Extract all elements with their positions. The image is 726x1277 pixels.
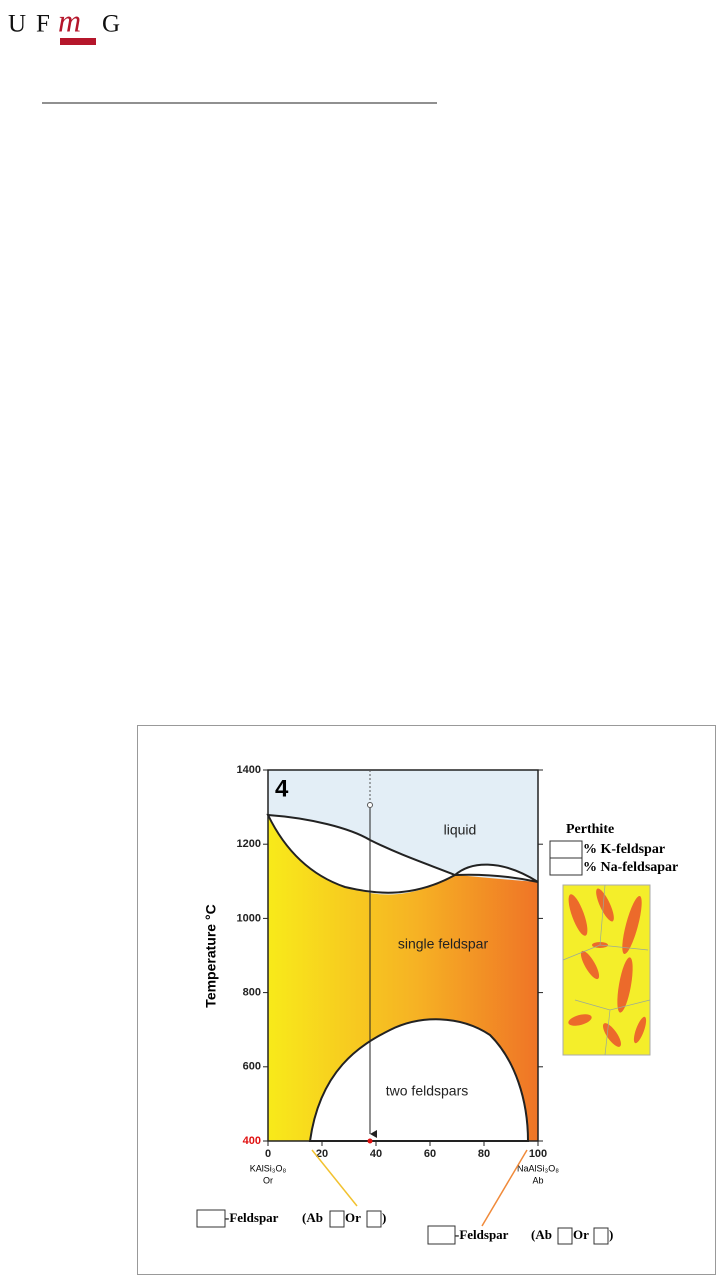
caption-text: Or — [573, 1227, 589, 1242]
phase-diagram: 4 liquid single feldspar two feldspars T… — [203, 764, 560, 1185]
ticks: 400 600 800 1000 1200 1400 0 20 40 60 80 100 — [237, 764, 548, 1160]
caption: -Feldspar (Ab Or ) — [196, 1209, 386, 1228]
blank-box — [196, 1209, 226, 1228]
region-label: single feldspar — [398, 936, 489, 952]
x-end-label: Ab — [532, 1175, 543, 1185]
region-label: two feldspars — [386, 1083, 468, 1099]
blank-box — [329, 1210, 345, 1228]
caption-text: -Feldspar — [225, 1210, 279, 1225]
logo-letter: F — [36, 11, 50, 38]
caption-text: -Feldspar — [455, 1227, 509, 1242]
y-tick-label: 1200 — [237, 838, 261, 850]
logo: U F m G — [8, 2, 120, 45]
x-tick-label: 60 — [424, 1148, 436, 1160]
blank-box — [593, 1227, 609, 1245]
y-axis-label: Temperature °C — [203, 904, 219, 1007]
region-label: liquid — [444, 822, 477, 838]
logo-bar — [60, 38, 96, 45]
x-tick-label: 80 — [478, 1148, 490, 1160]
caption-text: ) — [382, 1210, 386, 1225]
lamellae — [568, 888, 647, 1047]
plot-frame — [267, 769, 539, 1142]
logo-letter: m — [58, 2, 81, 38]
caption: -Feldspar (Ab Or ) — [427, 1225, 613, 1245]
logo-letter: U — [8, 11, 26, 38]
logo-letter: G — [102, 11, 120, 38]
perthite-line: % Na-feldsapar — [583, 860, 678, 875]
perthite: Perthite % K-feldspar % Na-feldsapar — [549, 822, 678, 1056]
connector — [311, 1149, 358, 1207]
y-tick-label: 800 — [243, 987, 261, 999]
isopleth-end — [367, 1138, 373, 1144]
connector — [481, 1149, 528, 1227]
y-tick-label: 400 — [243, 1135, 261, 1147]
y-tick-label: 1400 — [237, 764, 261, 776]
caption-text: (Ab — [302, 1210, 323, 1225]
perthite-line: % K-feldspar — [583, 842, 665, 857]
blank-box — [427, 1225, 456, 1245]
x-tick-label: 20 — [316, 1148, 328, 1160]
y-tick-label: 1000 — [237, 912, 261, 924]
solvus — [308, 1018, 530, 1142]
x-tick-label: 40 — [370, 1148, 382, 1160]
blank-box — [366, 1210, 382, 1228]
isopleth-start — [367, 802, 373, 808]
caption-text: Or — [345, 1210, 361, 1225]
x-end-label: KAlSi₃O₈ — [250, 1163, 287, 1173]
x-tick-label: 0 — [265, 1148, 271, 1160]
panel-label: 4 — [275, 775, 289, 802]
x-end-label: Or — [263, 1175, 273, 1185]
grain-boundaries — [562, 884, 651, 1056]
blank-box — [557, 1227, 573, 1245]
x-tick-label: 100 — [529, 1148, 547, 1160]
y-tick-label: 600 — [243, 1061, 261, 1073]
caption-text: (Ab — [531, 1227, 552, 1242]
x-end-label: NaAlSi₃O₈ — [517, 1163, 559, 1173]
perthite-title: Perthite — [566, 822, 614, 837]
caption-text: ) — [609, 1227, 613, 1242]
